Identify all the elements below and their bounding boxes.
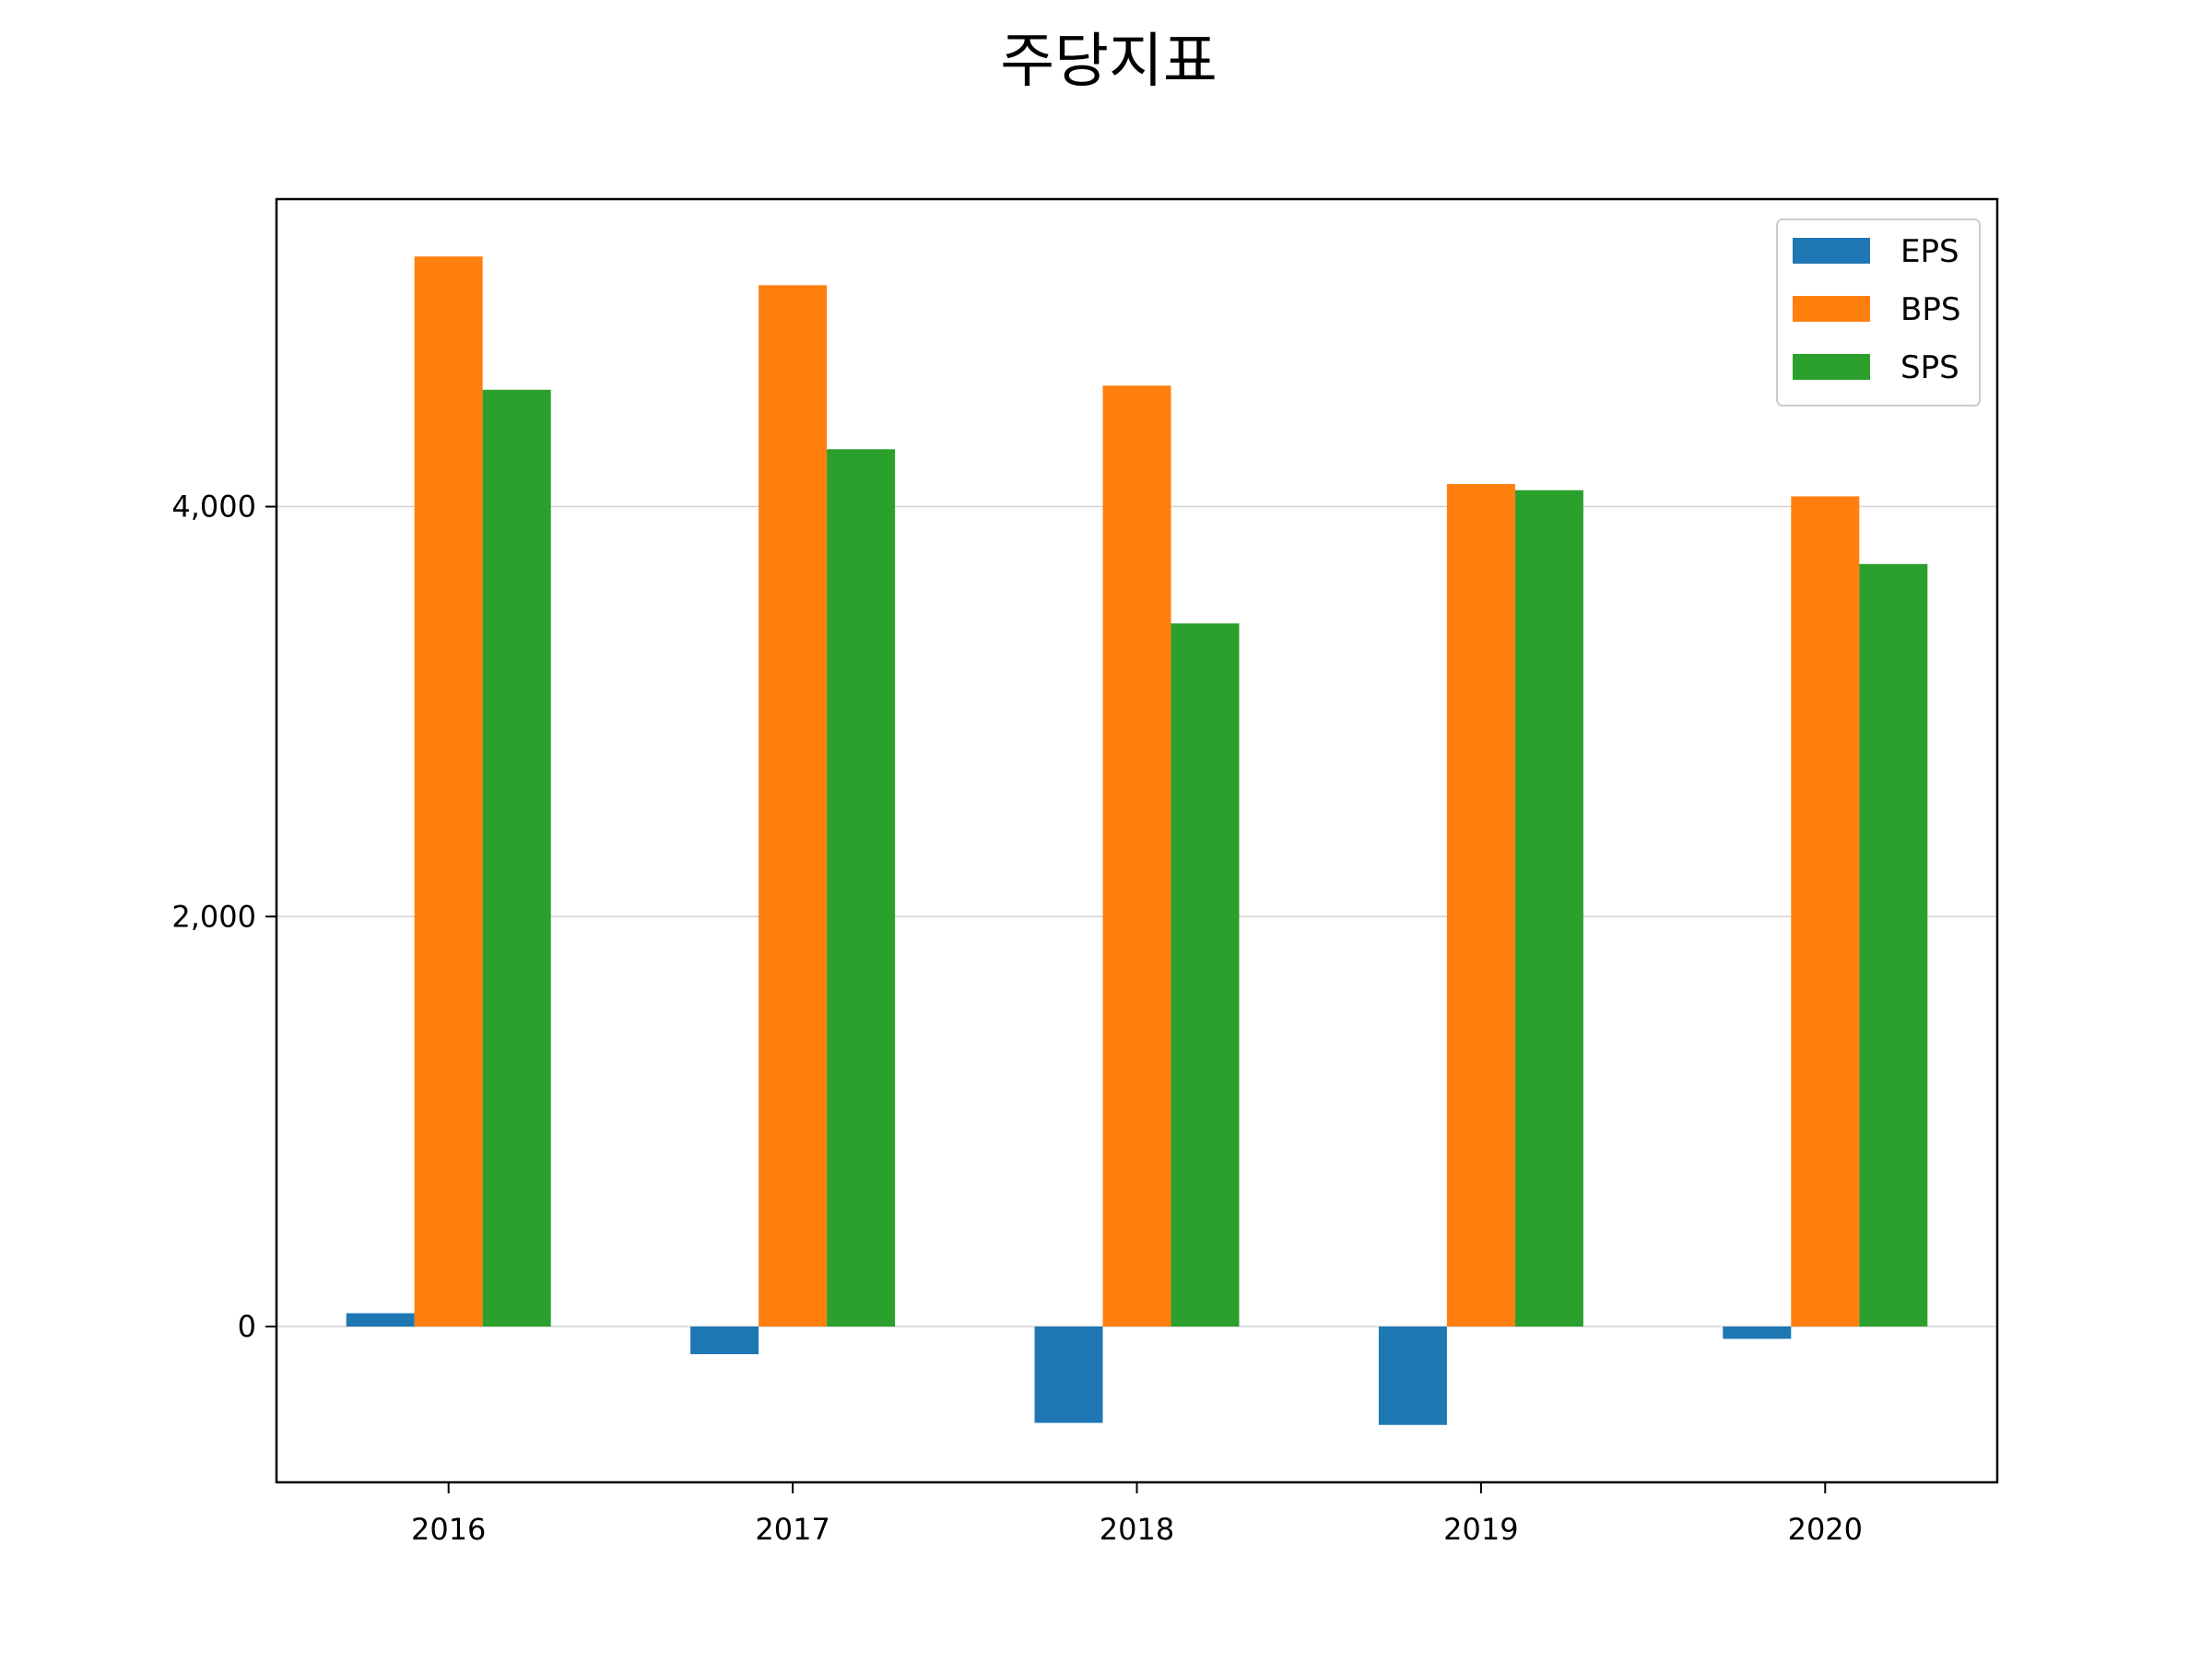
bars [346, 256, 1928, 1425]
x-axis-ticks: 2016 2017 2018 2019 2020 [411, 1482, 1863, 1547]
bar-bps-2018 [1102, 385, 1171, 1327]
chart-title: 주당지표 [1000, 28, 1218, 96]
y-tick-label: 0 [238, 1309, 256, 1344]
legend-swatch-bps [1793, 296, 1870, 322]
bar-sps-2017 [827, 449, 896, 1327]
legend-label-sps: SPS [1900, 349, 1959, 386]
bar-bps-2020 [1791, 496, 1860, 1327]
x-tick-label: 2019 [1443, 1512, 1518, 1547]
bar-eps-2016 [346, 1313, 415, 1327]
bar-bps-2017 [759, 285, 828, 1327]
bar-sps-2016 [482, 389, 551, 1327]
x-tick-label: 2016 [411, 1512, 486, 1547]
bar-sps-2020 [1859, 563, 1928, 1327]
bar-bps-2016 [414, 256, 483, 1327]
bar-bps-2019 [1446, 484, 1515, 1327]
legend-swatch-sps [1793, 354, 1870, 380]
y-tick-label: 2,000 [171, 899, 256, 934]
bar-sps-2019 [1514, 489, 1583, 1327]
y-tick-label: 4,000 [171, 489, 256, 525]
bar-eps-2018 [1034, 1327, 1103, 1423]
legend: EPS BPS SPS [1776, 218, 1981, 407]
x-tick-label: 2017 [755, 1512, 830, 1547]
legend-label-eps: EPS [1900, 233, 1959, 270]
y-axis-ticks: 0 2,000 4,000 [171, 489, 276, 1344]
x-tick-label: 2018 [1100, 1512, 1174, 1547]
bar-eps-2020 [1723, 1327, 1792, 1339]
legend-swatch-eps [1793, 238, 1870, 264]
x-tick-label: 2020 [1788, 1512, 1863, 1547]
legend-label-bps: BPS [1900, 291, 1960, 328]
bar-sps-2018 [1171, 623, 1240, 1327]
bar-eps-2019 [1378, 1327, 1447, 1425]
bar-eps-2017 [690, 1327, 759, 1355]
